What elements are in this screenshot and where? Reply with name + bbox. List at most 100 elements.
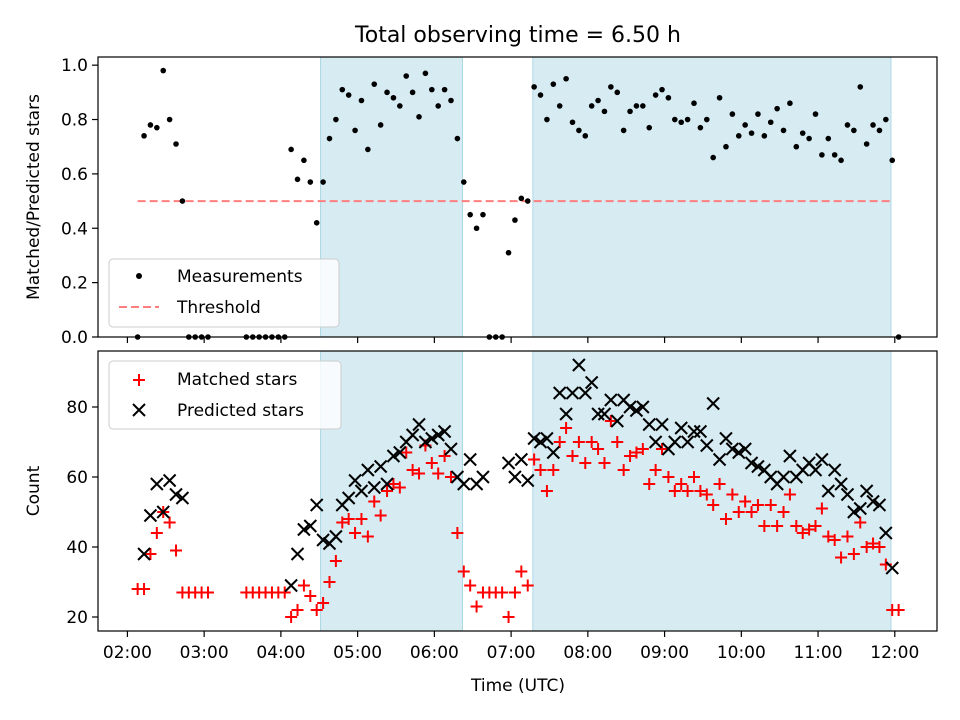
predicted-star-point bbox=[687, 424, 701, 439]
measurement-point bbox=[358, 97, 365, 104]
matched-star-point bbox=[630, 446, 643, 459]
predicted-star-point bbox=[463, 452, 477, 467]
measurement-point bbox=[524, 198, 531, 204]
legend-matched-marker bbox=[133, 374, 145, 386]
measurement-point bbox=[876, 127, 883, 134]
matched-star-point bbox=[751, 499, 764, 511]
top-y-tick-label: 0.8 bbox=[61, 111, 88, 131]
measurement-point bbox=[441, 86, 448, 93]
matched-star-point bbox=[649, 464, 662, 476]
predicted-star-point bbox=[610, 414, 624, 428]
matched-star-point bbox=[349, 527, 362, 539]
predicted-star-point bbox=[604, 393, 618, 407]
measurement-point bbox=[569, 119, 576, 126]
measurement-point bbox=[703, 116, 710, 123]
x-tick-label: 05:00 bbox=[333, 643, 382, 663]
matched-star-point bbox=[707, 499, 720, 511]
predicted-star-point bbox=[783, 449, 797, 463]
measurement-point bbox=[723, 143, 729, 150]
bottom-y-tick-label: 80 bbox=[66, 398, 88, 418]
matched-star-point bbox=[592, 443, 605, 455]
predicted-star-point bbox=[533, 435, 548, 449]
predicted-star-point bbox=[514, 452, 529, 467]
legend-matched-label: Matched stars bbox=[177, 370, 297, 390]
predicted-star-point bbox=[457, 477, 471, 491]
matched-star-point bbox=[777, 506, 790, 518]
measurement-point bbox=[697, 124, 704, 131]
matched-star-point bbox=[387, 478, 400, 490]
legend-measurements-label: Measurements bbox=[177, 267, 303, 287]
measurement-point bbox=[710, 154, 716, 161]
matched-star-point bbox=[336, 516, 349, 529]
measurement-point bbox=[819, 152, 825, 158]
matched-star-point bbox=[201, 586, 214, 599]
predicted-star-point bbox=[380, 477, 394, 491]
matched-star-point bbox=[687, 471, 700, 483]
predicted-star-point bbox=[853, 501, 867, 516]
predicted-star-point bbox=[405, 428, 420, 442]
matched-star-point bbox=[572, 436, 585, 448]
matched-star-point bbox=[553, 436, 566, 448]
measurement-point bbox=[780, 127, 787, 134]
measurement-point bbox=[365, 146, 371, 153]
predicted-star-point bbox=[284, 578, 298, 593]
predicted-star-point bbox=[476, 470, 490, 484]
matched-star-point bbox=[406, 464, 419, 476]
measurement-point bbox=[294, 176, 301, 183]
predicted-star-point bbox=[143, 508, 158, 523]
matched-star-point bbox=[790, 520, 803, 532]
matched-star-point bbox=[297, 579, 310, 592]
measurement-point bbox=[672, 116, 678, 123]
measurement-point bbox=[313, 220, 320, 226]
measurement-point bbox=[729, 111, 736, 117]
measurement-point bbox=[588, 103, 595, 109]
predicted-star-point bbox=[175, 491, 190, 505]
predicted-star-point bbox=[885, 561, 899, 575]
matched-star-point bbox=[317, 597, 330, 609]
measurement-point bbox=[160, 67, 167, 74]
bottom-y-tick-label: 40 bbox=[66, 538, 88, 558]
predicted-star-point bbox=[719, 431, 733, 446]
predicted-star-point bbox=[137, 547, 151, 561]
matched-star-point bbox=[278, 586, 291, 599]
measurement-point bbox=[345, 92, 352, 98]
matched-star-point bbox=[323, 576, 336, 588]
measurement-point bbox=[755, 111, 761, 117]
bottom-legend: Matched stars Predicted stars bbox=[108, 360, 342, 430]
measurement-point bbox=[307, 179, 314, 185]
predicted-star-point bbox=[290, 547, 305, 561]
measurement-point bbox=[576, 127, 582, 134]
matched-star-point bbox=[438, 450, 451, 462]
matched-star-point bbox=[521, 579, 534, 592]
top-panel-frame bbox=[97, 56, 938, 338]
legend-measurements-marker bbox=[136, 273, 142, 279]
matched-star-point bbox=[451, 527, 464, 539]
measurement-point bbox=[531, 84, 537, 90]
matched-star-point bbox=[656, 443, 669, 455]
measurement-point bbox=[601, 108, 608, 115]
matched-star-point bbox=[745, 506, 758, 518]
matched-star-point bbox=[835, 551, 848, 564]
predicted-star-point bbox=[859, 484, 874, 498]
matched-star-point bbox=[425, 457, 438, 469]
matched-star-point bbox=[496, 586, 509, 599]
measurement-point bbox=[844, 122, 851, 128]
matched-star-point bbox=[534, 464, 547, 476]
matched-star-point bbox=[444, 471, 457, 483]
measurement-point bbox=[173, 141, 179, 147]
matched-star-point bbox=[144, 548, 157, 560]
matched-star-point bbox=[681, 485, 694, 497]
predicted-star-point bbox=[584, 375, 599, 390]
predicted-star-point bbox=[655, 417, 669, 432]
matched-star-point bbox=[828, 534, 841, 546]
predicted-star-point bbox=[156, 505, 170, 519]
predicted-star-point bbox=[706, 396, 720, 411]
predicted-star-point bbox=[815, 452, 829, 467]
predicted-star-point bbox=[821, 484, 835, 498]
matched-star-point bbox=[285, 611, 298, 623]
predicted-star-point bbox=[648, 435, 663, 449]
measurement-point bbox=[761, 133, 768, 139]
matched-star-point bbox=[860, 541, 873, 553]
legend-threshold-label: Threshold bbox=[176, 298, 261, 318]
predicted-star-point bbox=[341, 491, 356, 505]
